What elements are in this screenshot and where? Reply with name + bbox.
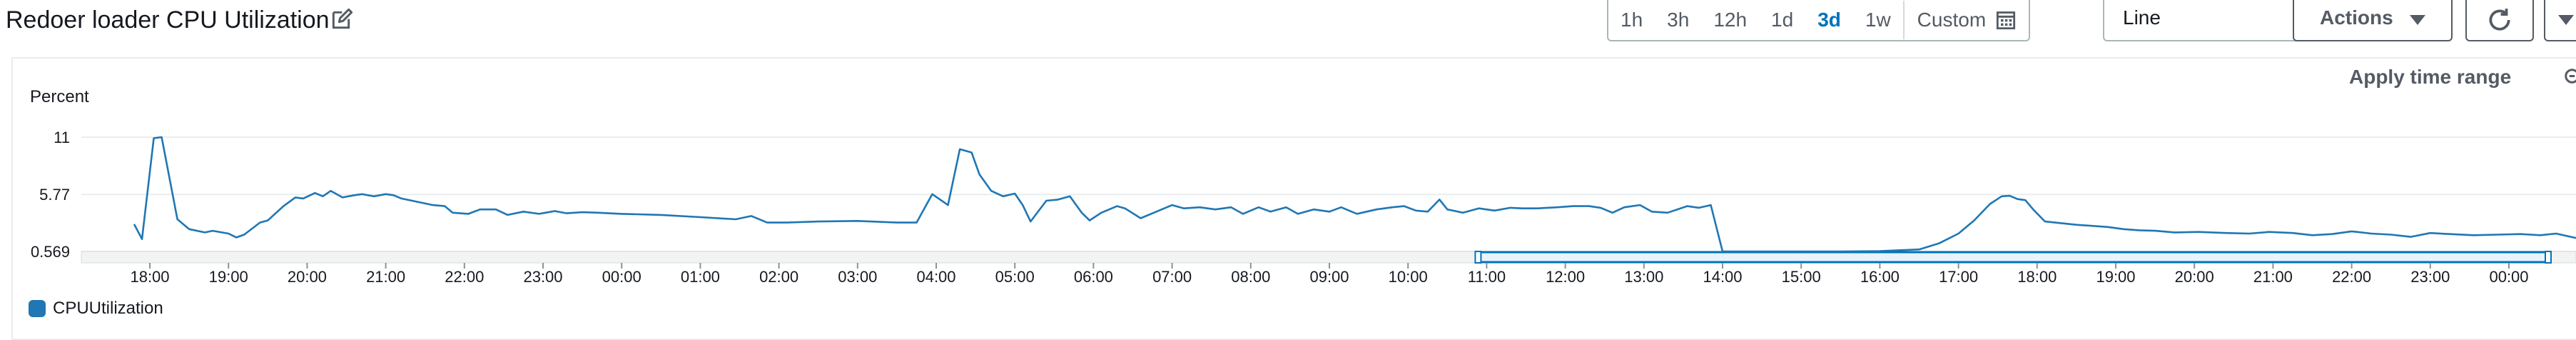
zoom-icon[interactable] (2563, 67, 2576, 89)
x-tick-label: 00:00 (602, 268, 642, 286)
x-tick-label: 02:00 (759, 268, 798, 286)
navigator-handle-left[interactable] (1474, 251, 1482, 264)
custom-range-label: Custom (1917, 9, 1987, 31)
chart-panel (11, 57, 2576, 340)
x-tick-label: 14:00 (1703, 268, 1742, 286)
x-tick-label: 08:00 (1231, 268, 1270, 286)
y-axis-ticks: 0.569 5.77 11 (31, 129, 70, 261)
x-tick-label: 22:00 (2332, 268, 2371, 286)
x-tick-label: 05:00 (995, 268, 1035, 286)
x-tick-label: 13:00 (1624, 268, 1663, 286)
x-tick-label: 21:00 (366, 268, 405, 286)
x-tick-label: 19:00 (209, 268, 248, 286)
x-tick-label: 07:00 (1152, 268, 1192, 286)
x-tick-label: 23:00 (523, 268, 562, 286)
edit-icon[interactable] (330, 9, 353, 31)
x-tick-label: 22:00 (445, 268, 484, 286)
x-tick-label: 01:00 (681, 268, 720, 286)
time-range-1h[interactable]: 1h (1621, 9, 1643, 31)
widget-title: Redoer loader CPU Utilization (6, 6, 330, 34)
refresh-button[interactable] (2465, 0, 2534, 41)
y-tick-label: 5.77 (39, 186, 70, 204)
x-tick-label: 23:00 (2410, 268, 2450, 286)
custom-range-button[interactable]: Custom (1902, 1, 2029, 39)
time-range-12h[interactable]: 12h (1713, 9, 1748, 31)
caret-down-icon (2410, 15, 2425, 25)
time-range-selector: 1h 3h 12h 1d 3d 1w Custom (1607, 0, 2031, 41)
x-tick-label: 06:00 (1074, 268, 1113, 286)
caret-down-icon (2558, 15, 2574, 25)
series-line-cpuutilization (133, 136, 2576, 253)
y-axis-label: Percent (30, 87, 89, 106)
legend-label-cpuutilization: CPUUtilization (53, 299, 163, 318)
y-tick-label: 11 (54, 129, 70, 146)
x-tick-label: 04:00 (916, 268, 955, 286)
x-tick-label: 20:00 (288, 268, 327, 286)
actions-button[interactable]: Actions (2293, 0, 2453, 41)
refresh-options-button[interactable] (2544, 0, 2576, 41)
y-tick-label: 0.569 (31, 243, 70, 261)
time-range-1w[interactable]: 1w (1865, 9, 1891, 31)
x-tick-label: 12:00 (1546, 268, 1585, 286)
x-tick-label: 00:00 (2489, 268, 2528, 286)
time-range-3h[interactable]: 3h (1667, 9, 1690, 31)
x-tick-label: 03:00 (838, 268, 877, 286)
x-tick-label: 09:00 (1309, 268, 1349, 286)
chart-legend: CPUUtilization (29, 299, 163, 319)
time-range-3d[interactable]: 3d (1817, 9, 1841, 31)
x-tick-label: 18:00 (130, 268, 169, 286)
x-tick-label: 11:00 (1468, 268, 1506, 286)
x-tick-label: 21:00 (2253, 268, 2293, 286)
calendar-icon (1997, 11, 2016, 30)
x-tick-label: 15:00 (1782, 268, 1821, 286)
navigator-handle-right[interactable] (2545, 251, 2552, 264)
x-tick-label: 18:00 (2017, 268, 2057, 286)
actions-label: Actions (2320, 6, 2393, 29)
x-tick-label: 20:00 (2175, 268, 2214, 286)
series-lines (133, 136, 2576, 253)
grid-lines (81, 136, 2576, 252)
widget-header: Redoer loader CPU Utilization 1h 3h 12h … (0, 0, 2576, 47)
legend-swatch (29, 300, 46, 317)
apply-time-range-button[interactable]: Apply time range (2349, 66, 2512, 88)
time-range-1d[interactable]: 1d (1771, 9, 1794, 31)
x-tick-label: 16:00 (1860, 268, 1900, 286)
x-tick-label: 10:00 (1389, 268, 1428, 286)
x-tick-label: 19:00 (2096, 268, 2135, 286)
graph-type-value: Line (2123, 6, 2161, 29)
x-axis-ticks: 18:00 19:00 20:00 21:00 22:00 23:00 00:00 01:00… (130, 263, 2529, 286)
navigator-window[interactable] (1476, 251, 2550, 264)
x-tick-label: 17:00 (1939, 268, 1978, 286)
refresh-icon (2489, 9, 2510, 31)
